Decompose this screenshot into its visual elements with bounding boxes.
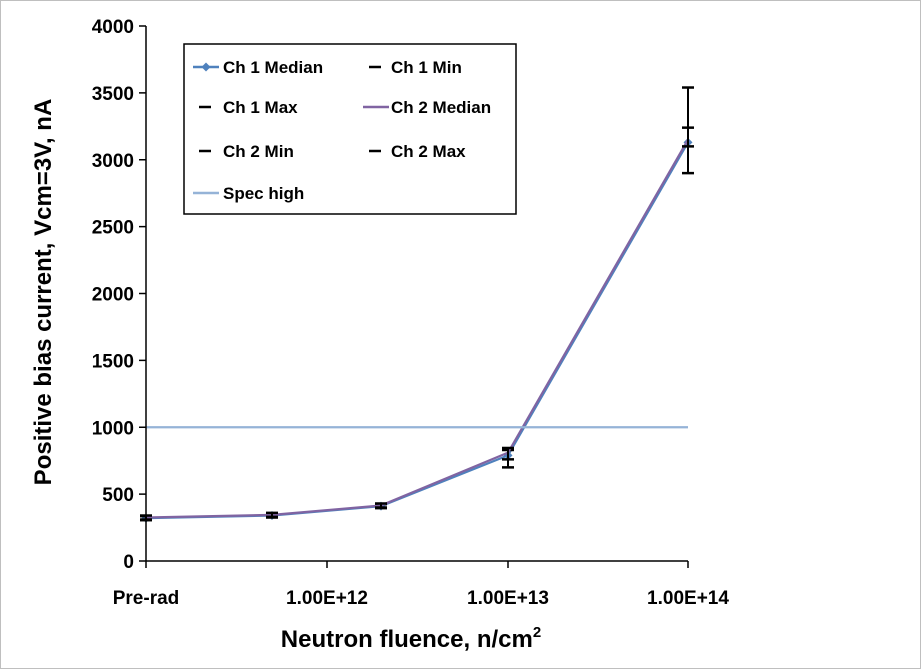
x-tick-label: Pre-rad	[113, 588, 180, 609]
series-ch-1-min	[140, 171, 694, 522]
legend-box	[183, 43, 517, 215]
legend-label: Ch 2 Median	[391, 98, 491, 117]
y-tick-label: 1000	[92, 418, 134, 439]
legend-entry-ch-1-max: Ch 1 Max	[199, 98, 298, 117]
legend-label: Ch 2 Max	[391, 142, 466, 161]
x-axis-label: Neutron fluence, n/cm2	[281, 624, 541, 653]
legend-label: Ch 2 Min	[223, 142, 294, 161]
legend-label: Ch 1 Max	[223, 98, 298, 117]
y-tick-label: 3000	[92, 151, 134, 172]
y-tick-label: 0	[123, 552, 134, 573]
legend-label: Ch 1 Median	[223, 58, 323, 77]
y-tick-label: 3500	[92, 84, 134, 105]
legend-label: Spec high	[223, 184, 304, 203]
legend-entry-ch-2-median: Ch 2 Median	[363, 98, 491, 117]
y-tick-label: 500	[102, 485, 134, 506]
y-tick-label: 4000	[92, 17, 134, 38]
legend-entry-ch-1-min: Ch 1 Min	[369, 58, 462, 77]
legend-entry-spec-high: Spec high	[193, 184, 304, 203]
y-axis-label: Positive bias current, Vcm=3V, nA	[30, 99, 57, 486]
x-tick-label: 1.00E+13	[467, 588, 549, 609]
x-tick-label: 1.00E+14	[647, 588, 729, 609]
y-tick-label: 2500	[92, 218, 134, 239]
legend-marker	[201, 62, 211, 72]
x-axis-label-superscript: 2	[533, 624, 541, 641]
legend: Ch 1 Median Ch 1 Min Ch 1 Max Ch 2 Median Ch…	[183, 43, 517, 215]
y-tick-label: 2000	[92, 285, 134, 306]
legend-entry-ch-2-min: Ch 2 Min	[199, 142, 294, 161]
legend-label: Ch 1 Min	[391, 58, 462, 77]
legend-entry-ch-1-median: Ch 1 Median	[193, 58, 323, 77]
y-tick-label: 1500	[92, 351, 134, 372]
x-tick-label: 1.00E+12	[286, 588, 368, 609]
legend-entry-ch-2-max: Ch 2 Max	[369, 142, 466, 161]
